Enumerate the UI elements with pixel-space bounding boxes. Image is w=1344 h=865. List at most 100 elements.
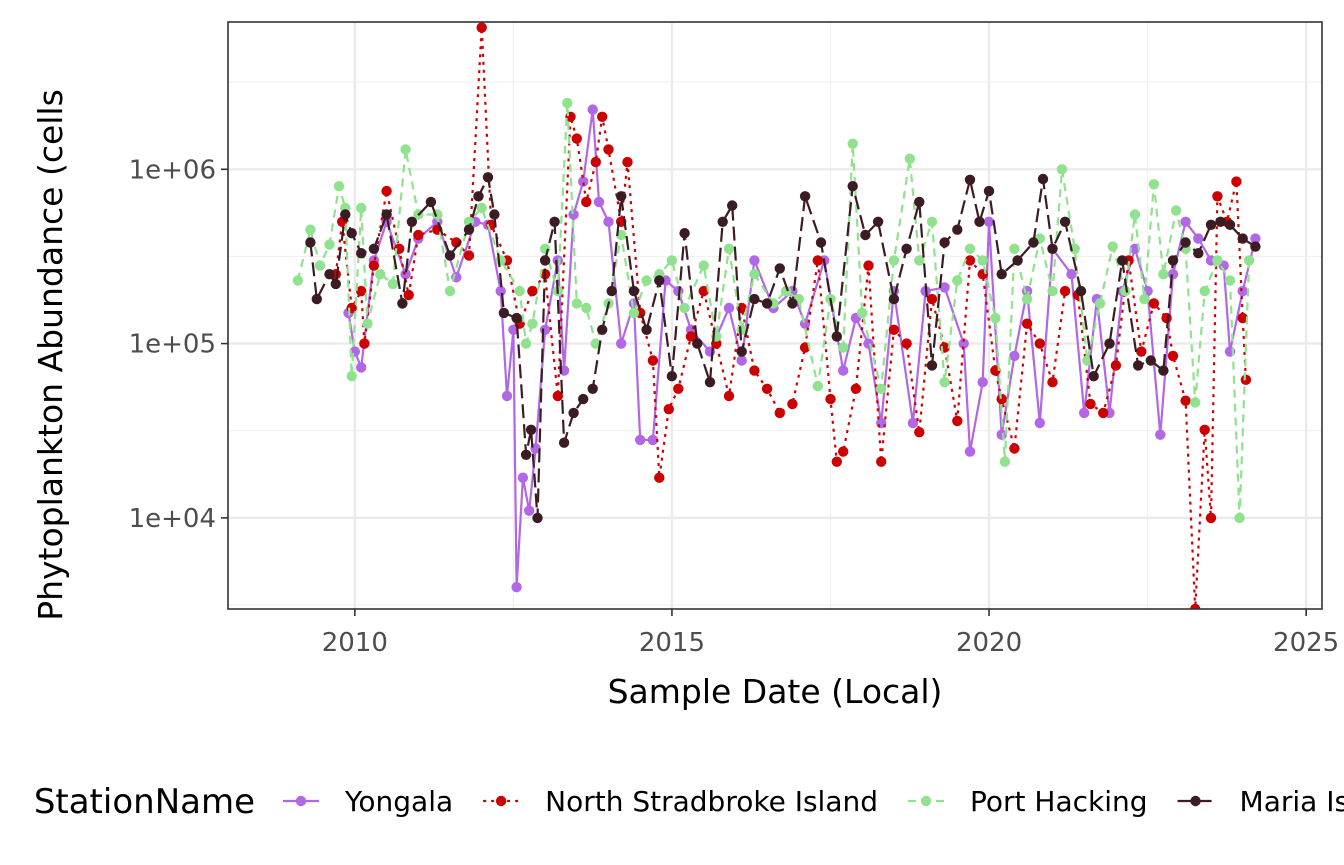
data-point xyxy=(761,298,773,309)
data-point xyxy=(977,269,988,280)
data-point xyxy=(578,176,589,187)
data-point xyxy=(1148,179,1160,190)
data-point xyxy=(847,181,858,192)
data-point xyxy=(1094,298,1106,309)
data-point xyxy=(723,302,735,314)
data-point xyxy=(964,446,976,457)
data-point xyxy=(571,298,582,309)
data-point xyxy=(1224,275,1236,286)
data-point xyxy=(324,269,335,280)
y-tick-label: 1e+04 xyxy=(129,504,216,534)
data-point xyxy=(324,239,335,250)
data-point xyxy=(1136,346,1147,357)
x-tick-label: 2025 xyxy=(1273,628,1339,658)
data-point xyxy=(825,393,836,405)
data-point xyxy=(1034,417,1046,429)
y-tick-label: 1e+05 xyxy=(129,330,216,360)
data-point xyxy=(1066,269,1077,280)
data-point xyxy=(815,237,827,248)
legend-item-maria-island: Maria Island xyxy=(1177,785,1344,818)
data-point xyxy=(403,289,414,301)
data-point xyxy=(1047,377,1058,388)
data-point xyxy=(1085,398,1096,410)
data-point xyxy=(914,196,925,208)
data-point xyxy=(964,174,976,185)
data-point xyxy=(1145,355,1157,366)
data-point xyxy=(1059,285,1071,297)
data-point xyxy=(647,434,659,446)
data-point xyxy=(527,318,538,329)
data-point xyxy=(532,512,543,524)
data-point xyxy=(654,472,665,483)
data-point xyxy=(926,216,938,227)
data-point xyxy=(704,377,716,388)
data-point xyxy=(812,255,823,266)
data-point xyxy=(654,275,665,286)
data-point xyxy=(977,255,988,266)
data-point xyxy=(1059,216,1071,227)
data-point xyxy=(863,260,874,271)
data-point xyxy=(698,260,709,271)
data-point xyxy=(581,302,592,314)
data-point xyxy=(666,371,678,382)
data-point xyxy=(1199,424,1210,435)
data-point xyxy=(838,446,849,457)
data-point xyxy=(1212,191,1223,202)
data-point xyxy=(587,104,598,115)
data-point xyxy=(587,383,598,394)
data-point xyxy=(1167,269,1179,280)
data-point xyxy=(914,255,925,266)
data-point xyxy=(568,209,579,220)
series-line-north-stradbroke-island xyxy=(334,26,1247,609)
data-point xyxy=(400,269,411,280)
data-point xyxy=(666,255,678,266)
data-point xyxy=(685,331,697,342)
data-point xyxy=(939,237,950,248)
data-point xyxy=(1234,512,1245,524)
data-point xyxy=(511,312,522,324)
data-point xyxy=(1129,209,1141,220)
data-point xyxy=(774,407,785,419)
data-point xyxy=(539,255,551,266)
data-point xyxy=(673,383,684,394)
data-point xyxy=(539,324,551,335)
legend-key-point xyxy=(1190,795,1201,807)
data-point xyxy=(1237,312,1248,324)
data-point xyxy=(850,383,862,394)
data-point xyxy=(1180,395,1191,406)
data-point xyxy=(1047,285,1058,297)
data-point xyxy=(628,307,640,319)
data-point xyxy=(723,390,735,402)
data-point xyxy=(362,318,373,329)
data-point xyxy=(1193,233,1204,244)
data-point xyxy=(857,307,868,319)
data-point xyxy=(907,417,919,429)
data-point xyxy=(990,312,1001,324)
data-point xyxy=(1107,241,1118,252)
data-point xyxy=(1180,216,1191,227)
data-point xyxy=(356,202,367,214)
data-point xyxy=(359,338,370,349)
plot-border xyxy=(227,21,1323,610)
data-point xyxy=(406,216,418,227)
data-point xyxy=(974,216,985,227)
data-point xyxy=(1104,338,1115,349)
data-point xyxy=(356,248,367,259)
data-point xyxy=(1158,365,1169,376)
data-point xyxy=(774,263,785,274)
data-point xyxy=(476,22,487,33)
data-point xyxy=(400,144,411,155)
data-point xyxy=(749,255,760,266)
data-point xyxy=(463,250,475,261)
data-point xyxy=(1148,298,1160,309)
data-point xyxy=(495,255,506,266)
data-point xyxy=(749,269,760,280)
data-point xyxy=(872,216,884,227)
data-point xyxy=(1250,233,1261,244)
data-point xyxy=(888,255,900,266)
legend-title: StationName xyxy=(34,782,255,822)
data-point xyxy=(413,229,424,241)
data-point xyxy=(622,156,633,168)
data-point xyxy=(1215,216,1226,227)
